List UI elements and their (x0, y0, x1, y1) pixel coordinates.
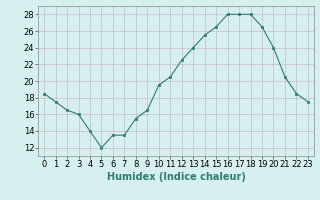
X-axis label: Humidex (Indice chaleur): Humidex (Indice chaleur) (107, 172, 245, 182)
